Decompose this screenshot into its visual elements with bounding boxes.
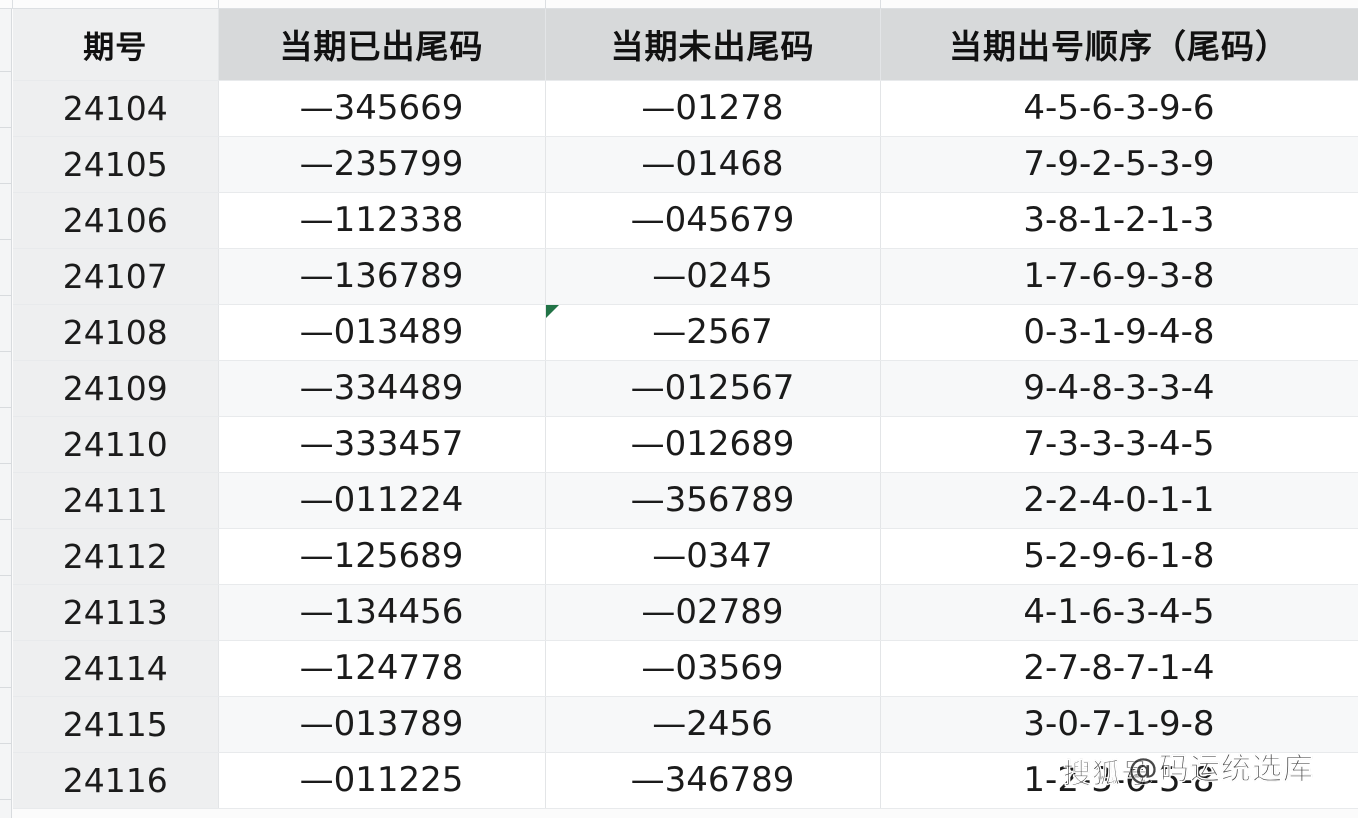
table-row[interactable]: 24108 —013489 —2567 0-3-1-9-4-8 (13, 304, 1358, 361)
cell-missing[interactable]: —2567 (545, 304, 881, 361)
gutter-gridline (0, 71, 12, 72)
cell-drawn[interactable]: —011224 (218, 472, 546, 529)
gutter-gridline (0, 351, 12, 352)
cell-sequence[interactable]: 3-8-1-2-1-3 (880, 192, 1358, 249)
cell-issue[interactable]: 24109 (13, 360, 219, 417)
header-row: 期号 当期已出尾码 当期未出尾码 当期出号顺序（尾码） (13, 9, 1358, 81)
lottery-tail-code-table: 期号 当期已出尾码 当期未出尾码 当期出号顺序（尾码） 24104 —345669… (13, 9, 1358, 809)
cell-drawn[interactable]: —334489 (218, 360, 546, 417)
cell-missing[interactable]: —012689 (545, 416, 881, 473)
cell-issue[interactable]: 24110 (13, 416, 219, 473)
top-strip-divider (0, 8, 1358, 9)
table-body: 24104 —345669 —01278 4-5-6-3-9-6 24105 —23579… (13, 80, 1358, 809)
cell-issue[interactable]: 24111 (13, 472, 219, 529)
gutter-gridline (0, 183, 12, 184)
cell-sequence[interactable]: 3-0-7-1-9-8 (880, 696, 1358, 753)
column-header-issue[interactable]: 期号 (13, 9, 219, 81)
cell-sequence[interactable]: 7-9-2-5-3-9 (880, 136, 1358, 193)
data-grid: 期号 当期已出尾码 当期未出尾码 当期出号顺序（尾码） 24104 —345669… (13, 9, 1358, 809)
table-row[interactable]: 24105 —235799 —01468 7-9-2-5-3-9 (13, 136, 1358, 193)
cell-missing[interactable]: —01468 (545, 136, 881, 193)
cell-sequence[interactable]: 7-3-3-3-4-5 (880, 416, 1358, 473)
cell-drawn[interactable]: —136789 (218, 248, 546, 305)
cell-sequence[interactable]: 2-7-8-7-1-4 (880, 640, 1358, 697)
gutter-gridline (0, 407, 12, 408)
gutter-gridline (0, 631, 12, 632)
cell-sequence[interactable]: 1-2-3-6-5-8 (880, 752, 1358, 809)
cell-issue[interactable]: 24115 (13, 696, 219, 753)
table-row[interactable]: 24116 —011225 —346789 1-2-3-6-5-8 (13, 752, 1358, 809)
gutter-gridline (0, 799, 12, 800)
table-row[interactable]: 24113 —134456 —02789 4-1-6-3-4-5 (13, 584, 1358, 641)
table-header: 期号 当期已出尾码 当期未出尾码 当期出号顺序（尾码） (13, 9, 1358, 81)
cell-drawn[interactable]: —013789 (218, 696, 546, 753)
cell-drawn[interactable]: —235799 (218, 136, 546, 193)
table-row[interactable]: 24110 —333457 —012689 7-3-3-3-4-5 (13, 416, 1358, 473)
table-row[interactable]: 24106 —112338 —045679 3-8-1-2-1-3 (13, 192, 1358, 249)
table-row[interactable]: 24109 —334489 —012567 9-4-8-3-3-4 (13, 360, 1358, 417)
cell-drawn[interactable]: —333457 (218, 416, 546, 473)
gutter-gridline (0, 463, 12, 464)
cell-text: —2567 (652, 312, 773, 352)
column-header-drawn[interactable]: 当期已出尾码 (218, 9, 546, 81)
cell-missing[interactable]: —02789 (545, 584, 881, 641)
cell-missing[interactable]: —356789 (545, 472, 881, 529)
cell-sequence[interactable]: 0-3-1-9-4-8 (880, 304, 1358, 361)
cell-drawn[interactable]: —124778 (218, 640, 546, 697)
cell-drawn[interactable]: —013489 (218, 304, 546, 361)
cell-missing[interactable]: —01278 (545, 80, 881, 137)
cell-missing[interactable]: —0245 (545, 248, 881, 305)
cell-issue[interactable]: 24108 (13, 304, 219, 361)
table-row[interactable]: 24104 —345669 —01278 4-5-6-3-9-6 (13, 80, 1358, 137)
cell-drawn[interactable]: —011225 (218, 752, 546, 809)
cell-issue[interactable]: 24114 (13, 640, 219, 697)
cell-comment-triangle (545, 304, 559, 318)
cell-missing[interactable]: —012567 (545, 360, 881, 417)
cell-issue[interactable]: 24116 (13, 752, 219, 809)
cell-sequence[interactable]: 4-5-6-3-9-6 (880, 80, 1358, 137)
gutter-gridline (0, 295, 12, 296)
table-row[interactable]: 24115 —013789 —2456 3-0-7-1-9-8 (13, 696, 1358, 753)
cell-drawn[interactable]: —125689 (218, 528, 546, 585)
cell-sequence[interactable]: 2-2-4-0-1-1 (880, 472, 1358, 529)
table-row[interactable]: 24114 —124778 —03569 2-7-8-7-1-4 (13, 640, 1358, 697)
table-row[interactable]: 24107 —136789 —0245 1-7-6-9-3-8 (13, 248, 1358, 305)
cell-issue[interactable]: 24112 (13, 528, 219, 585)
table-row[interactable]: 24111 —011224 —356789 2-2-4-0-1-1 (13, 472, 1358, 529)
cell-issue[interactable]: 24113 (13, 584, 219, 641)
cell-issue[interactable]: 24106 (13, 192, 219, 249)
top-strip-gridline (545, 0, 546, 9)
gutter-gridline (0, 743, 12, 744)
cell-missing[interactable]: —0347 (545, 528, 881, 585)
gutter-gridline (0, 127, 12, 128)
cell-issue[interactable]: 24105 (13, 136, 219, 193)
cell-sequence[interactable]: 5-2-9-6-1-8 (880, 528, 1358, 585)
cell-drawn[interactable]: —112338 (218, 192, 546, 249)
cell-missing[interactable]: —2456 (545, 696, 881, 753)
cell-sequence[interactable]: 9-4-8-3-3-4 (880, 360, 1358, 417)
gutter-gridline (0, 575, 12, 576)
table-row[interactable]: 24112 —125689 —0347 5-2-9-6-1-8 (13, 528, 1358, 585)
cell-sequence[interactable]: 1-7-6-9-3-8 (880, 248, 1358, 305)
cell-missing[interactable]: —346789 (545, 752, 881, 809)
gutter-gridline (0, 687, 12, 688)
cell-drawn[interactable]: —134456 (218, 584, 546, 641)
cell-missing[interactable]: —03569 (545, 640, 881, 697)
cell-issue[interactable]: 24107 (13, 248, 219, 305)
cell-sequence[interactable]: 4-1-6-3-4-5 (880, 584, 1358, 641)
cell-issue[interactable]: 24104 (13, 80, 219, 137)
cell-drawn[interactable]: —345669 (218, 80, 546, 137)
gutter-gridline (0, 519, 12, 520)
top-strip-gridline (218, 0, 219, 9)
partial-row-above-header (0, 0, 1358, 9)
column-header-sequence[interactable]: 当期出号顺序（尾码） (880, 9, 1358, 81)
top-strip-gridline (12, 0, 13, 9)
cell-missing[interactable]: —045679 (545, 192, 881, 249)
row-header-gutter[interactable] (0, 9, 12, 818)
top-strip-gridline (880, 0, 881, 9)
gutter-gridline (0, 239, 12, 240)
column-header-missing[interactable]: 当期未出尾码 (545, 9, 881, 81)
